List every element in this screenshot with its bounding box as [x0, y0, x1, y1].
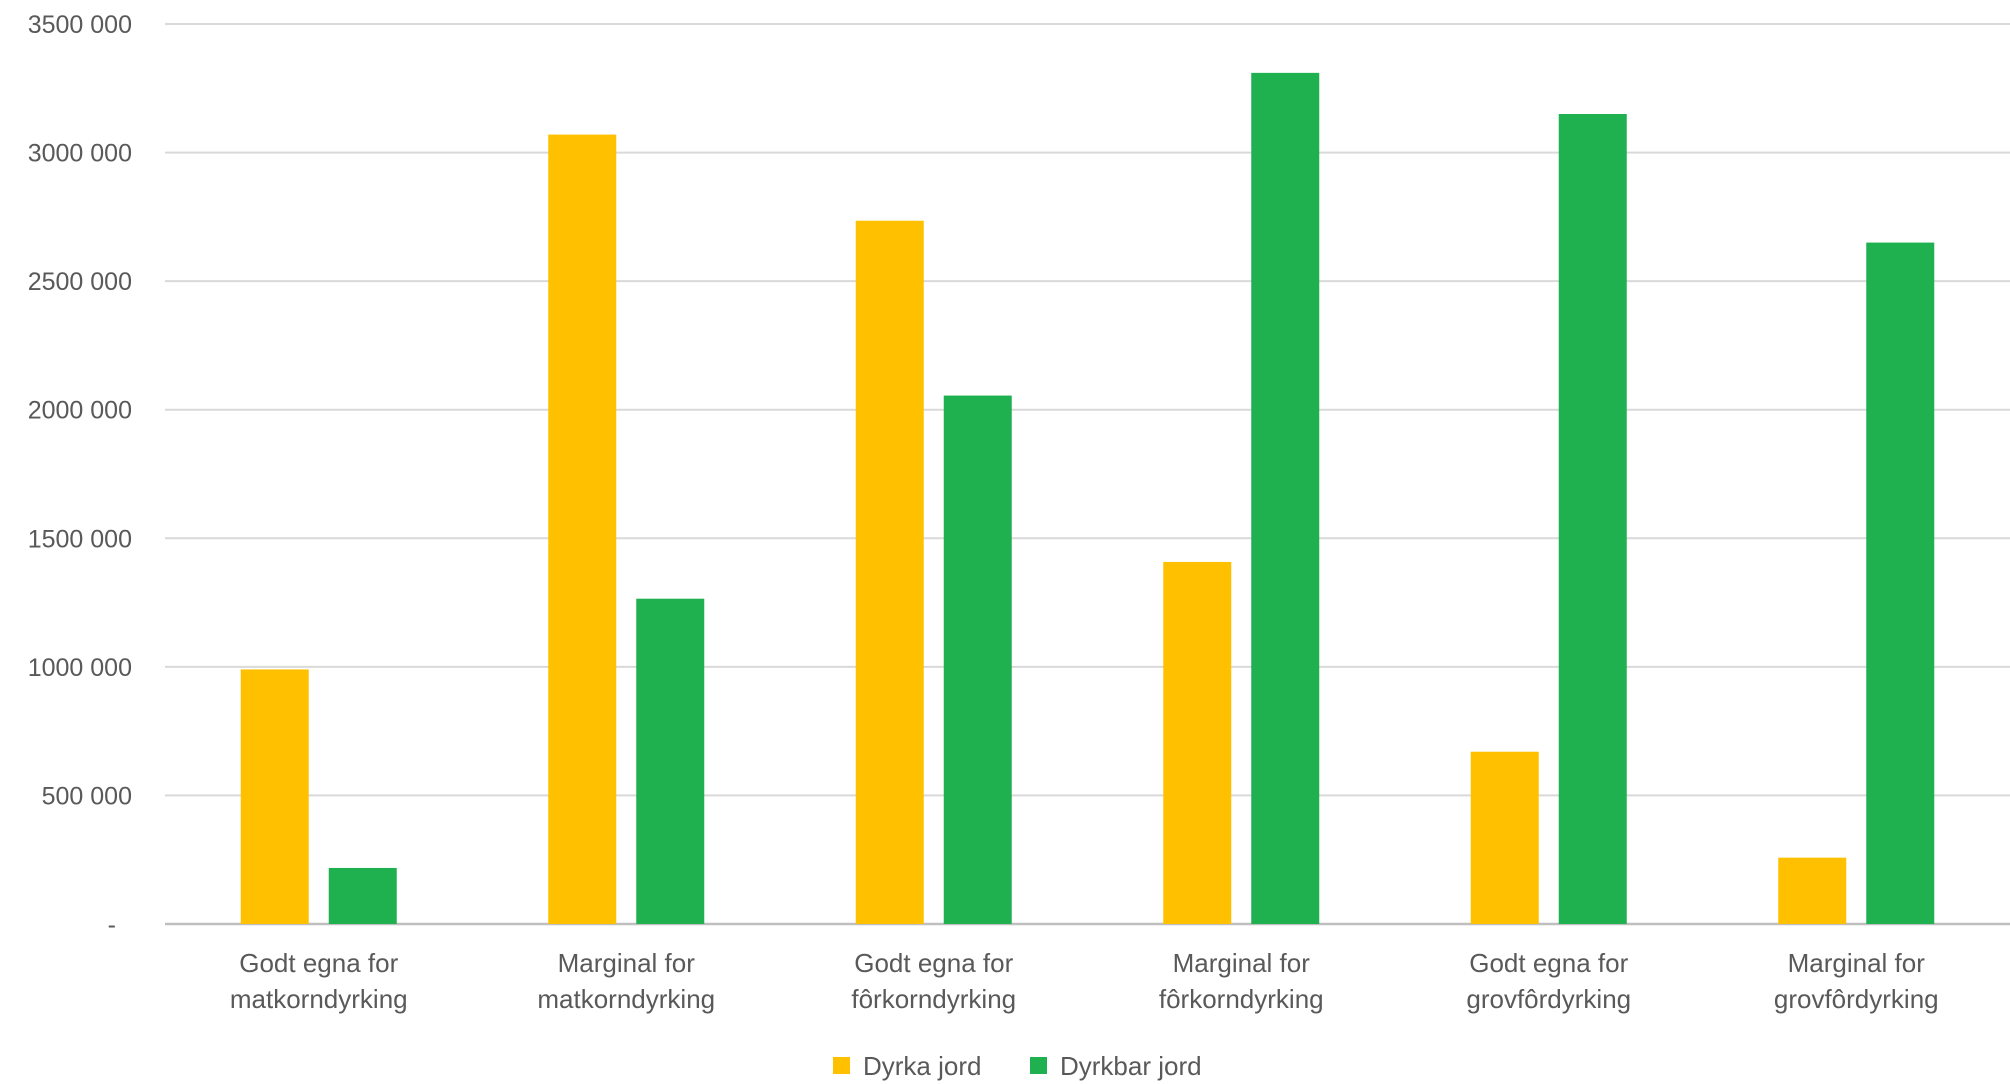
bar-dyrka-jord: [1470, 751, 1539, 924]
y-tick-label: 3000 000: [28, 140, 132, 168]
x-category-label: matkorndyrking: [230, 984, 408, 1014]
bar-dyrkbar-jord: [1866, 242, 1935, 925]
y-tick-label: 500 000: [42, 782, 132, 810]
x-category-label: Marginal for: [558, 948, 696, 978]
bar-dyrka-jord: [855, 220, 924, 924]
x-category-label: grovfôrdyrking: [1774, 984, 1939, 1014]
legend-label: Dyrka jord: [863, 1051, 981, 1081]
y-tick-label: 1500 000: [28, 525, 132, 553]
bar-dyrkbar-jord: [1251, 72, 1320, 925]
bar-dyrkbar-jord: [1558, 114, 1627, 924]
x-category-label: Godt egna for: [1469, 948, 1628, 978]
x-category-label: matkorndyrking: [537, 984, 715, 1014]
legend-swatch: [1030, 1057, 1047, 1074]
y-tick-label: 2500 000: [28, 268, 132, 296]
y-tick-label: -: [108, 911, 116, 939]
y-tick-label: 3500 000: [28, 11, 132, 39]
legend-swatch: [833, 1057, 850, 1074]
x-category-label: grovfôrdyrking: [1466, 984, 1631, 1014]
y-tick-label: 1000 000: [28, 654, 132, 682]
bar-dyrka-jord: [548, 134, 617, 925]
bar-dyrkbar-jord: [328, 867, 397, 924]
x-category-label: Godt egna for: [239, 948, 398, 978]
y-tick-label: 2000 000: [28, 397, 132, 425]
legend-label: Dyrkbar jord: [1060, 1051, 1202, 1081]
x-category-label: Marginal for: [1788, 948, 1926, 978]
x-category-label: Marginal for: [1173, 948, 1311, 978]
bar-dyrkbar-jord: [943, 395, 1012, 925]
bar-dyrkbar-jord: [636, 598, 705, 924]
x-category-label: fôrkorndyrking: [851, 984, 1016, 1014]
y-axis-ticks: - 500 000 1000 000 1500 000 2000 000 2500 000…: [28, 11, 132, 939]
x-category-label: Godt egna for: [854, 948, 1013, 978]
gridlines: [165, 23, 2010, 926]
legend: Dyrka jord Dyrkbar jord: [833, 1051, 1202, 1081]
bar-dyrka-jord: [1778, 857, 1847, 924]
bar-dyrka-jord: [240, 669, 309, 924]
x-category-label: fôrkorndyrking: [1159, 984, 1324, 1014]
x-axis-categories: Godt egna for matkorndyrking Marginal for m…: [230, 948, 1939, 1014]
bar-dyrka-jord: [1163, 561, 1232, 924]
bars: [240, 72, 1935, 925]
